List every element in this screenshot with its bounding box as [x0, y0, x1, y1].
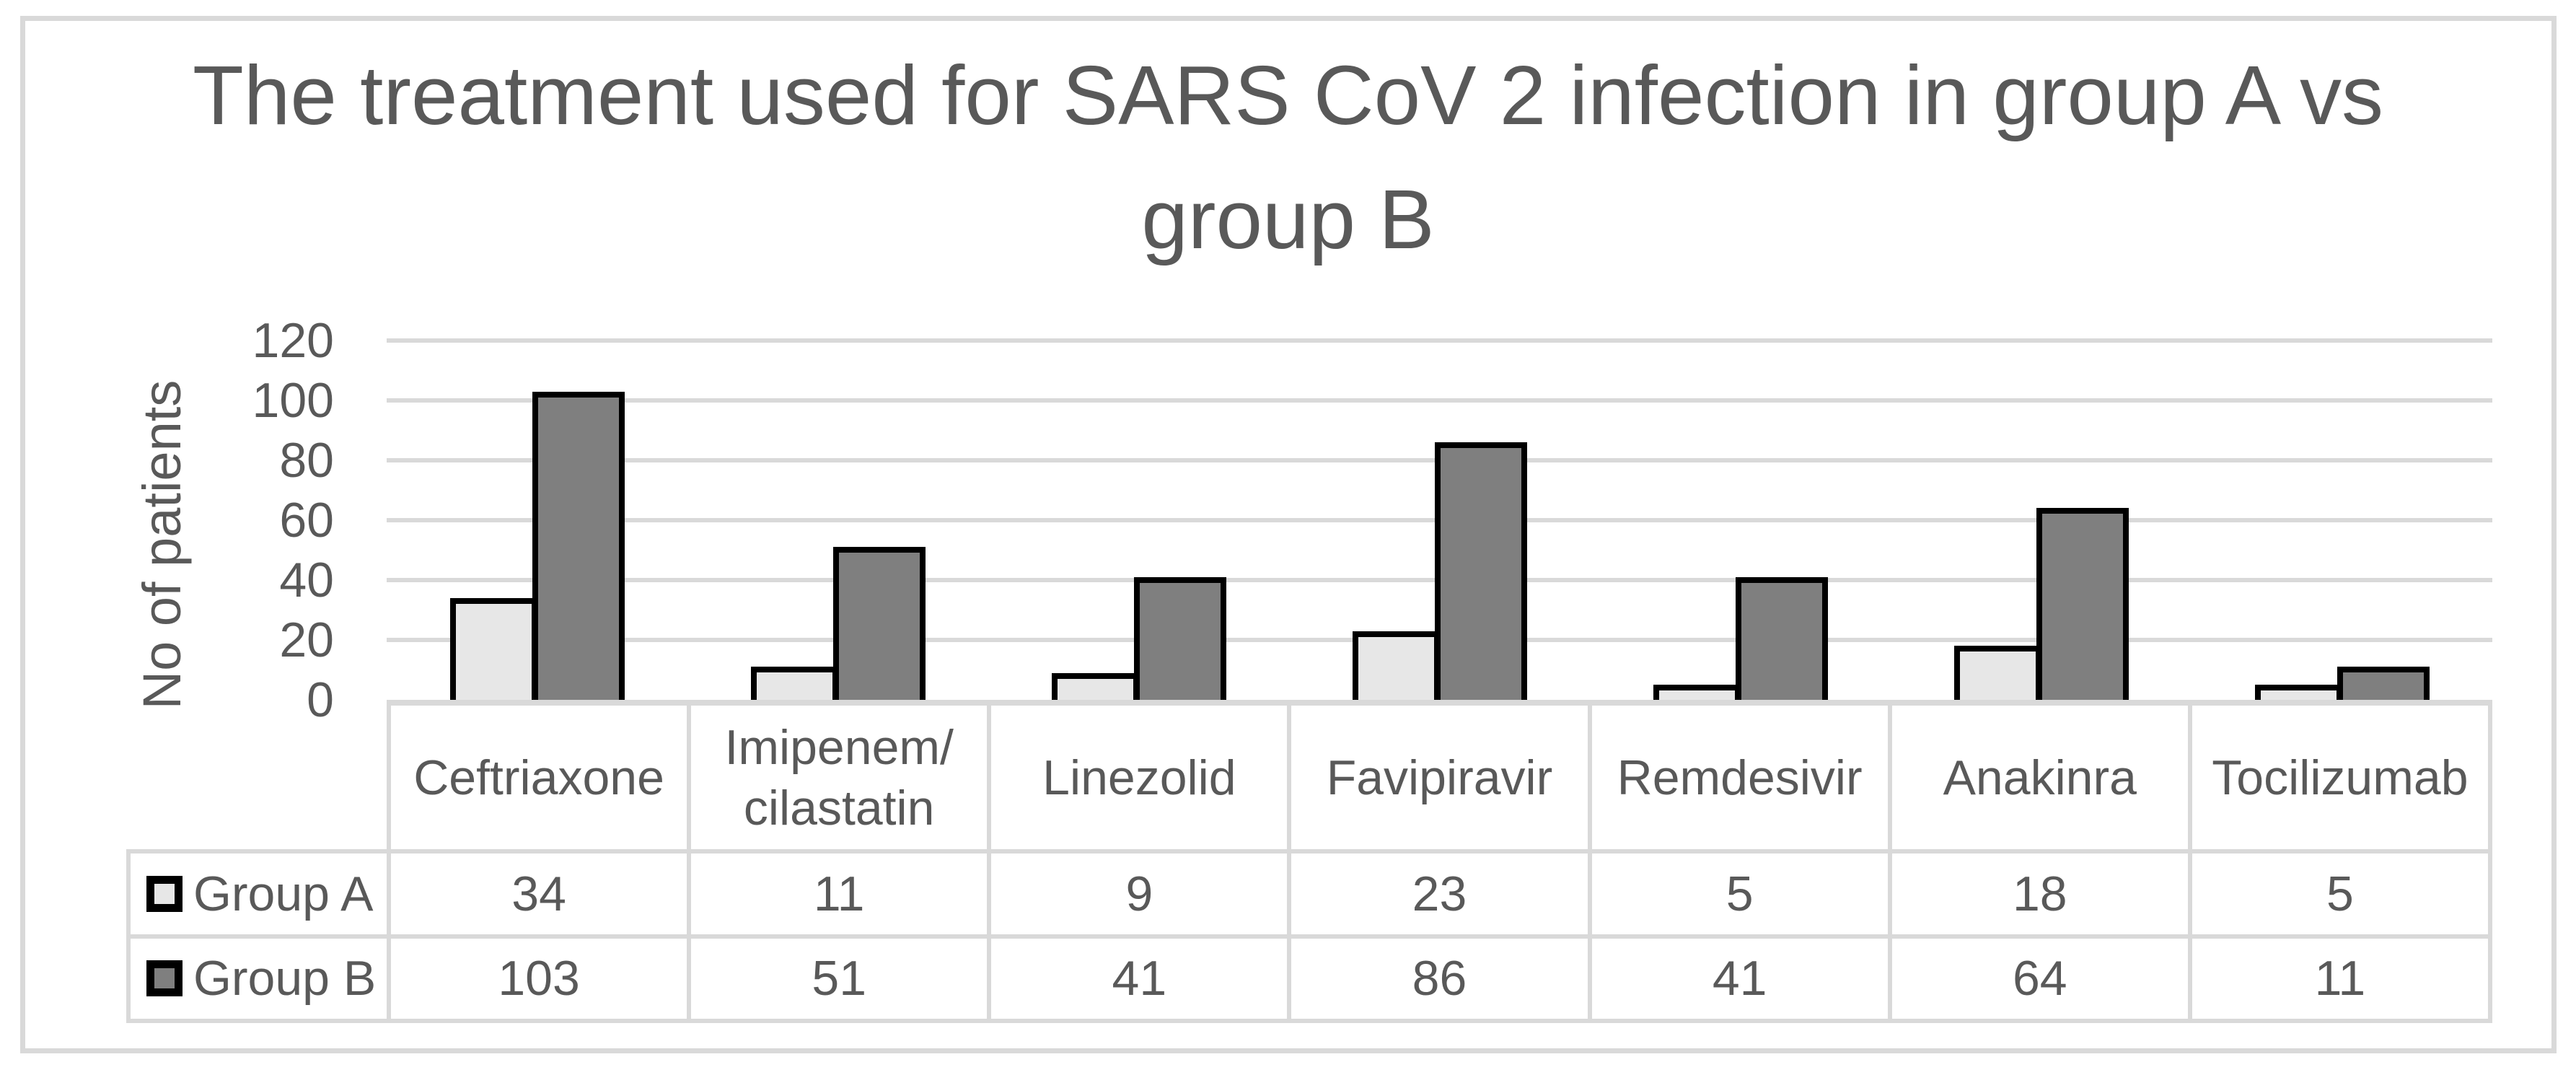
chart-title: The treatment used for SARS CoV 2 infect…: [144, 33, 2432, 281]
y-tick-20: 20: [279, 613, 334, 667]
category-cell-ceftriaxone: Ceftriaxone: [391, 706, 692, 849]
value-cell-group-b-remdesivir: 41: [1592, 938, 1892, 1019]
category-cell-remdesivir: Remdesivir: [1592, 706, 1892, 849]
bar-group-b-imipenem-cilastatin: [832, 547, 926, 700]
category-header-row: Ceftriaxone Imipenem/cilastatin Linezolid F…: [387, 700, 2492, 849]
value-cell-group-b-tocilizumab: 11: [2314, 951, 2366, 1006]
value-cell-group-a-linezolid: 9: [991, 854, 1292, 934]
legend-cell-group-b: Group B: [131, 938, 391, 1019]
bar-group-a-remdesivir: [1653, 685, 1741, 700]
legend-label-group-b: Group B: [193, 951, 377, 1006]
value-cell-group-b-ceftriaxone: 103: [391, 938, 692, 1019]
chart-frame: [20, 16, 2557, 1053]
y-tick-0: 0: [307, 672, 334, 727]
bar-group-b-ceftriaxone: [532, 392, 625, 700]
y-tick-60: 60: [279, 493, 334, 548]
category-label-line: Ceftriaxone: [413, 750, 664, 805]
category-label-line: cilastatin: [743, 780, 935, 835]
category-label-line: Linezolid: [1042, 750, 1236, 805]
table-row-group-b: Group B 103 51 41 86 41 64 11: [131, 934, 2488, 1019]
category-label-line: Remdesivir: [1617, 750, 1863, 805]
value-cell-group-b-imipenem-cilastatin: 51: [691, 938, 992, 1019]
gridline-100: [387, 398, 2492, 403]
value-cell-group-b-anakinra: 64: [1892, 938, 2192, 1019]
y-tick-40: 40: [279, 553, 334, 607]
value-cell-group-a-anakinra: 18: [1892, 854, 2192, 934]
legend-data-table: Group A 34 11 9 23 5 18 5 Group B 103 51 41 86 41 64 11: [126, 849, 2492, 1023]
category-label-line: Favipiravir: [1326, 750, 1553, 805]
bar-group-b-favipiravir: [1434, 442, 1527, 700]
value-cell-group-b-favipiravir: 86: [1291, 938, 1592, 1019]
legend-cell-group-a: Group A: [131, 854, 391, 934]
bar-group-a-favipiravir: [1352, 631, 1440, 700]
bar-group-a-anakinra: [1953, 646, 2041, 700]
value-cell-group-b-linezolid: 41: [991, 938, 1292, 1019]
y-tick-100: 100: [252, 373, 334, 428]
gridline-120: [387, 338, 2492, 343]
bar-group-a-linezolid: [1051, 673, 1139, 700]
bar-group-a-tocilizumab: [2254, 685, 2342, 700]
value-cell-group-a-remdesivir: 5: [1592, 854, 1892, 934]
value-cell-group-a-tocilizumab: 5: [2326, 866, 2354, 921]
bar-group-b-remdesivir: [1735, 577, 1828, 700]
plot-area: [387, 338, 2492, 700]
legend-label-group-a: Group A: [193, 866, 374, 921]
category-label-line: Anakinra: [1943, 750, 2137, 805]
value-cell-group-a-imipenem-cilastatin: 11: [691, 854, 992, 934]
category-cell-favipiravir: Favipiravir: [1291, 706, 1592, 849]
chart-title-line-2: group B: [1141, 172, 1435, 266]
chart-title-line-1: The treatment used for SARS CoV 2 infect…: [193, 48, 2383, 142]
category-cell-imipenem-cilastatin: Imipenem/cilastatin: [691, 706, 992, 849]
bar-group-a-imipenem-cilastatin: [750, 667, 838, 700]
value-cell-group-a-favipiravir: 23: [1291, 854, 1592, 934]
legend-swatch-group-b: [146, 960, 183, 997]
category-label-line: Tocilizumab: [2212, 750, 2469, 805]
y-tick-120: 120: [252, 313, 334, 368]
y-tick-80: 80: [279, 433, 334, 488]
bar-group-b-tocilizumab: [2337, 667, 2430, 700]
category-cell-anakinra: Anakinra: [1892, 706, 2192, 849]
category-cell-tocilizumab: Tocilizumab: [2192, 706, 2488, 849]
bar-group-b-anakinra: [2036, 508, 2129, 700]
table-row-group-a: Group A 34 11 9 23 5 18 5: [131, 854, 2488, 934]
value-cell-group-a-ceftriaxone: 34: [391, 854, 692, 934]
category-cell-linezolid: Linezolid: [991, 706, 1292, 849]
bar-group-a-ceftriaxone: [449, 598, 537, 700]
legend-swatch-group-a: [146, 875, 183, 912]
category-label-line: Imipenem/: [724, 719, 954, 775]
bar-group-b-linezolid: [1133, 577, 1226, 700]
